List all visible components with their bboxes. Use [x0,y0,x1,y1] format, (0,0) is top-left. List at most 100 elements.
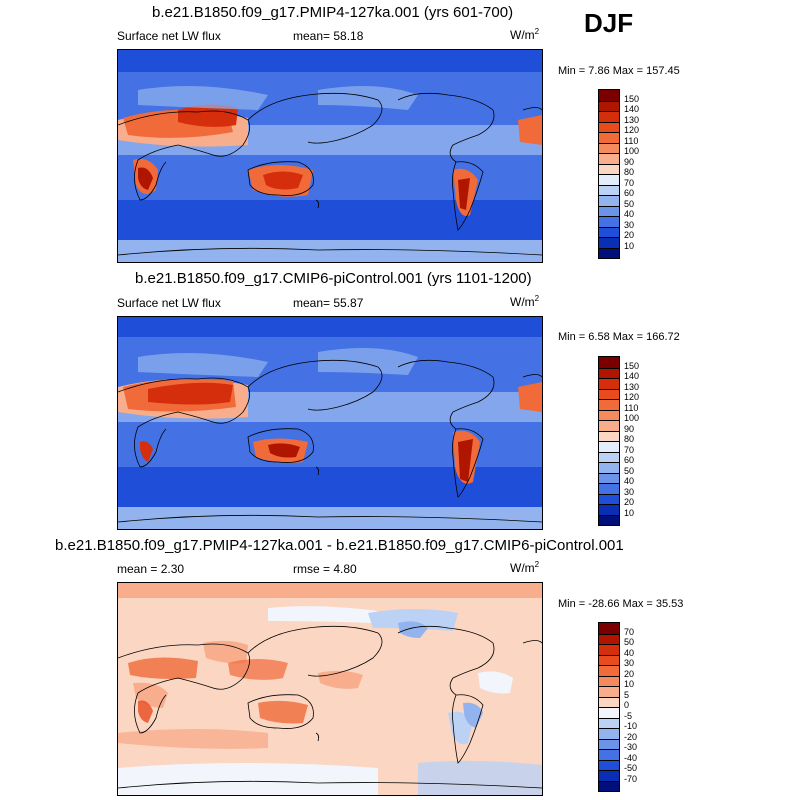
panel1-max-value: 157.45 [646,65,680,77]
colorbar-box [599,514,619,525]
panel2-title: b.e21.B1850.f09_g17.CMIP6-piControl.001 … [135,270,532,287]
colorbar-box [599,654,619,665]
colorbar-box [599,195,619,206]
colorbar-tick-label: -70 [624,773,638,784]
colorbar-box [599,163,619,174]
colorbar-tick-label: 50 [624,637,635,647]
colorbar-box [599,430,619,441]
colorbar-box [599,665,619,676]
panel3-minmax: Min = -28.66 Max = 35.53 [558,598,683,610]
colorbar-box [599,623,619,634]
panel3-min-label: Min = [558,598,586,610]
colorbar-tick-label: 20 [624,668,635,679]
panel1-title: b.e21.B1850.f09_g17.PMIP4-127ka.001 (yrs… [152,4,514,21]
colorbar-tick-label: 150 [624,93,640,104]
colorbar-box [599,462,619,473]
panel1-units-text: W/m [510,28,535,42]
panel1-min-value: 7.86 [588,65,610,77]
colorbar-box [599,770,619,781]
panel3-mean-label: mean = [117,562,158,576]
panel3-rmse: rmse = 4.80 [293,562,357,576]
colorbar-tick-label: -30 [624,742,638,752]
colorbar-tick-label: 150 [624,360,640,371]
colorbar-box [599,707,619,718]
colorbar-tick-label: 20 [624,230,635,240]
panel3-max-label: Max = [622,598,653,610]
panel3-colorbar [598,622,620,792]
colorbar-tick-label: 70 [624,626,635,637]
colorbar-box [599,633,619,644]
panel2-max-value: 166.72 [646,331,680,343]
panel3-rmse-label: rmse = [293,562,331,576]
colorbar-box [599,247,619,258]
colorbar-tick-label: 10 [624,679,635,689]
panel1-mean-value: 58.18 [333,29,364,43]
colorbar-tick-label: 100 [624,146,640,156]
colorbar-box [599,226,619,237]
colorbar-box [599,184,619,195]
panel2-map [117,316,543,530]
colorbar-box [599,738,619,749]
colorbar-box [599,174,619,185]
colorbar-tick-label: 90 [624,156,635,167]
panel2-mean-value: 55.87 [333,296,364,310]
colorbar-box [599,111,619,122]
panel2-mean: mean= 55.87 [293,296,363,310]
panel2-min-label: Min = [558,331,586,343]
panel1-colorbar [598,89,620,259]
panel2-left-label: Surface net LW flux [117,296,221,310]
panel3-title: b.e21.B1850.f09_g17.PMIP4-127ka.001 - b.… [55,537,624,554]
panel3-units: W/m2 [510,560,539,575]
colorbar-box [599,378,619,389]
colorbar-tick-label: 120 [624,125,640,135]
colorbar-box [599,367,619,378]
panel1-mean: mean= 58.18 [293,29,363,43]
panel3-min-value: -28.66 [588,598,620,610]
panel3-units-text: W/m [510,561,535,575]
colorbar-box [599,420,619,431]
colorbar-tick-label: 110 [624,402,639,413]
season-label: DJF [584,8,634,38]
colorbar-tick-label: 10 [624,507,635,518]
panel2-colorbar-labels: 150 140 130 120 110 100 90 80 70 60 50 40 30 20 10 [598,356,658,524]
panel3-mean-value: 2.30 [160,562,185,576]
colorbar-tick-label: -5 [624,710,633,721]
colorbar-tick-label: 130 [624,381,640,392]
colorbar-tick-label: 0 [624,700,630,710]
colorbar-tick-label: 5 [624,689,630,700]
colorbar-box [599,142,619,153]
panel2-units-sup: 2 [534,294,540,303]
colorbar-box [599,388,619,399]
colorbar-box [599,504,619,515]
colorbar-tick-label: -50 [624,763,638,773]
colorbar-box [599,399,619,410]
colorbar-box [599,696,619,707]
colorbar-box [599,237,619,248]
colorbar-box [599,717,619,728]
colorbar-tick-label: 40 [624,647,635,658]
panel2-max-label: Max = [612,331,644,343]
panel2-min-value: 6.58 [588,331,610,343]
panel3-max-value: 35.53 [655,598,684,610]
panel1-min-label: Min = [558,65,586,77]
panel1-left-label: Surface net LW flux [117,29,221,43]
panel2-colorbar [598,356,620,526]
colorbar-box [599,205,619,216]
colorbar-box [599,441,619,452]
panel2-units-text: W/m [510,295,535,309]
colorbar-tick-label: -40 [624,752,638,763]
colorbar-box [599,121,619,132]
colorbar-tick-label: 20 [624,497,635,507]
colorbar-tick-label: 30 [624,219,635,230]
colorbar-box [599,686,619,697]
panel1-units: W/m2 [510,27,539,42]
colorbar-tick-label: -10 [624,721,638,731]
panel1-map [117,49,543,263]
colorbar-box [599,132,619,143]
panel3-map [117,582,543,796]
colorbar-tick-label: -20 [624,731,638,742]
colorbar-tick-label: 120 [624,392,640,402]
panel2-minmax: Min = 6.58 Max = 166.72 [558,331,680,343]
colorbar-tick-label: 60 [624,188,635,198]
colorbar-tick-label: 10 [624,240,635,251]
